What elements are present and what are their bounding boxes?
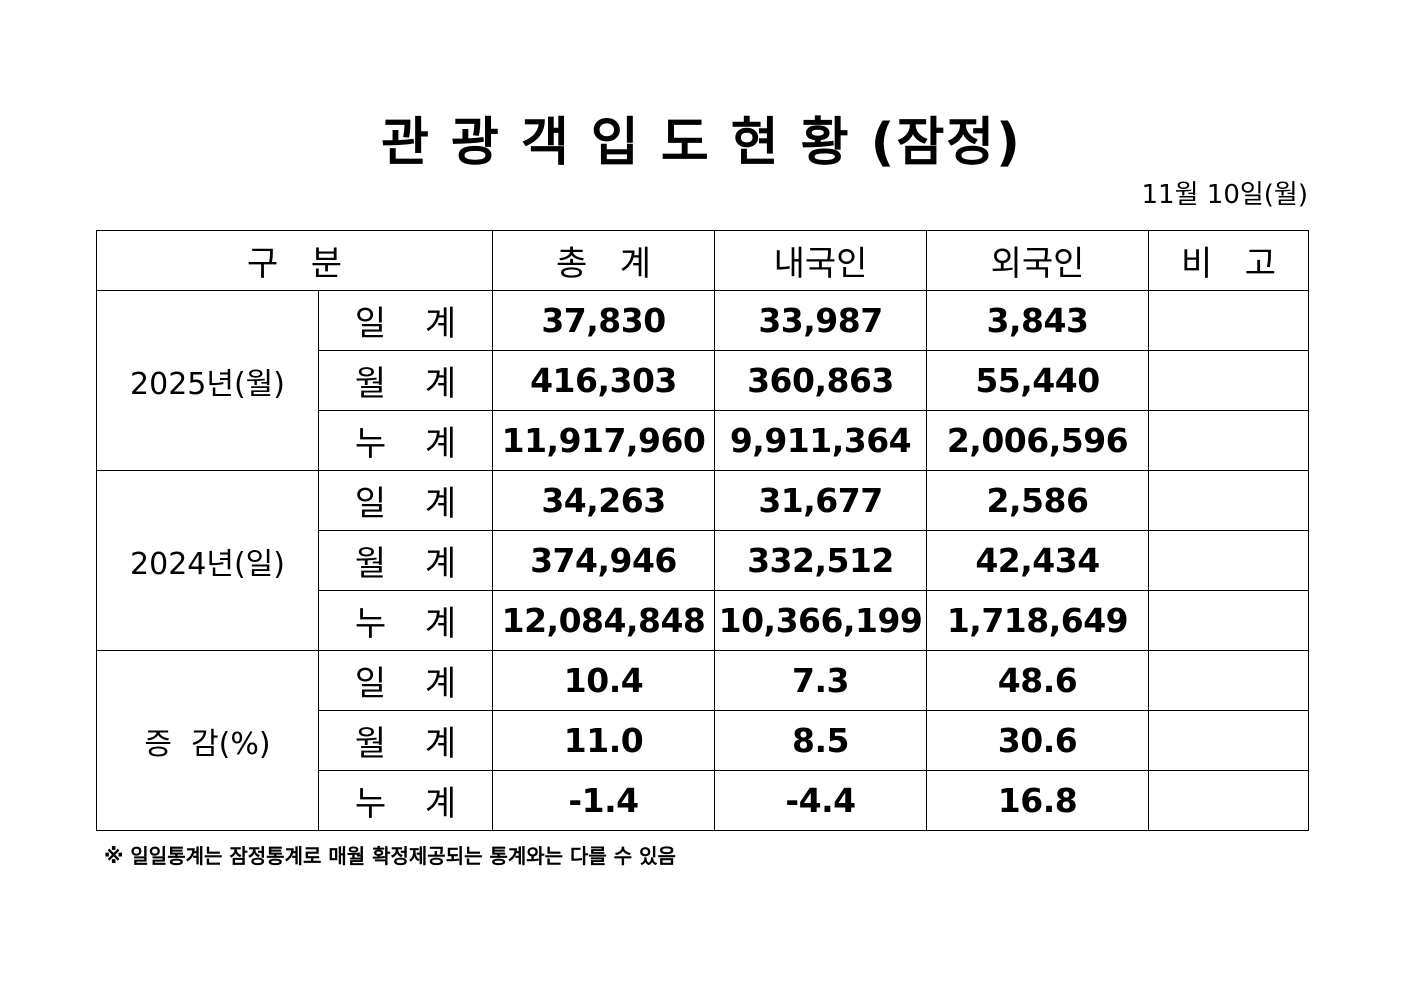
cell-remarks [1148,410,1309,471]
cell-domestic: -4.4 [714,770,927,831]
page-title: 관 광 객 입 도 현 황 (잠정) [381,113,1022,173]
cell-foreign: 30.6 [926,710,1149,771]
group-label: 증 감(%) [96,650,319,831]
cell-total: 34,263 [492,470,715,531]
row-sublabel: 일 계 [318,290,493,351]
table-row: 누 계 12,084,848 10,366,199 1,718,649 [97,590,1309,651]
row-sublabel: 일 계 [318,470,493,531]
cell-remarks [1148,590,1309,651]
cell-domestic: 9,911,364 [714,410,927,471]
header-row: 구 분 총 계 내국인 외국인 비 고 [96,230,1309,291]
row-sublabel: 월 계 [318,350,493,411]
header-total: 총 계 [492,230,715,291]
cell-total: -1.4 [492,770,715,831]
group-label: 2025년(월) [96,290,319,471]
cell-domestic: 10,366,199 [714,590,927,651]
row-sublabel: 누 계 [318,410,493,471]
table-row: 월 계 11.0 8.5 30.6 [97,710,1309,771]
row-sublabel: 일 계 [318,650,493,711]
cell-domestic: 31,677 [714,470,927,531]
cell-total: 374,946 [492,530,715,591]
cell-foreign: 2,586 [926,470,1149,531]
row-sublabel: 누 계 [318,770,493,831]
header-category: 구 분 [96,230,493,291]
row-sublabel: 누 계 [318,590,493,651]
cell-total: 10.4 [492,650,715,711]
cell-foreign: 55,440 [926,350,1149,411]
cell-remarks [1148,770,1309,831]
cell-total: 11.0 [492,710,715,771]
cell-remarks [1148,350,1309,411]
table-row: 증 감(%) 일 계 10.4 7.3 48.6 [96,650,1309,831]
table-row: 2025년(월) 일 계 37,830 33,987 3,843 [96,290,1309,471]
row-sublabel: 월 계 [318,710,493,771]
cell-total: 11,917,960 [492,410,715,471]
table-row: 2024년(일) 일 계 34,263 31,677 2,586 [96,470,1309,651]
table-row: 누 계 11,917,960 9,911,364 2,006,596 [97,410,1309,471]
header-foreign: 외국인 [926,230,1149,291]
cell-foreign: 42,434 [926,530,1149,591]
cell-foreign: 2,006,596 [926,410,1149,471]
cell-domestic: 360,863 [714,350,927,411]
group-label: 2024년(일) [96,470,319,651]
cell-remarks [1148,710,1309,771]
table-row: 누 계 -1.4 -4.4 16.8 [97,770,1309,831]
cell-total: 416,303 [492,350,715,411]
cell-domestic: 7.3 [714,650,927,711]
cell-domestic: 33,987 [714,290,927,351]
cell-foreign: 1,718,649 [926,590,1149,651]
header-domestic: 내국인 [714,230,927,291]
header-remarks: 비 고 [1148,230,1309,291]
cell-domestic: 8.5 [714,710,927,771]
row-sublabel: 월 계 [318,530,493,591]
cell-domestic: 332,512 [714,530,927,591]
cell-remarks [1148,290,1309,351]
report-date: 11월 10일(월) [1141,180,1308,210]
cell-total: 37,830 [492,290,715,351]
cell-remarks [1148,650,1309,711]
cell-foreign: 3,843 [926,290,1149,351]
cell-remarks [1148,470,1309,531]
cell-remarks [1148,530,1309,591]
cell-foreign: 16.8 [926,770,1149,831]
tourist-arrivals-table: 구 분 총 계 내국인 외국인 비 고 2025년(월) 일 계 37,830 33,… [96,230,1309,831]
cell-foreign: 48.6 [926,650,1149,711]
cell-total: 12,084,848 [492,590,715,651]
table-row: 월 계 374,946 332,512 42,434 [97,530,1309,591]
footnote: ※ 일일통계는 잠정통계로 매월 확정제공되는 통계와는 다를 수 있음 [104,844,676,868]
